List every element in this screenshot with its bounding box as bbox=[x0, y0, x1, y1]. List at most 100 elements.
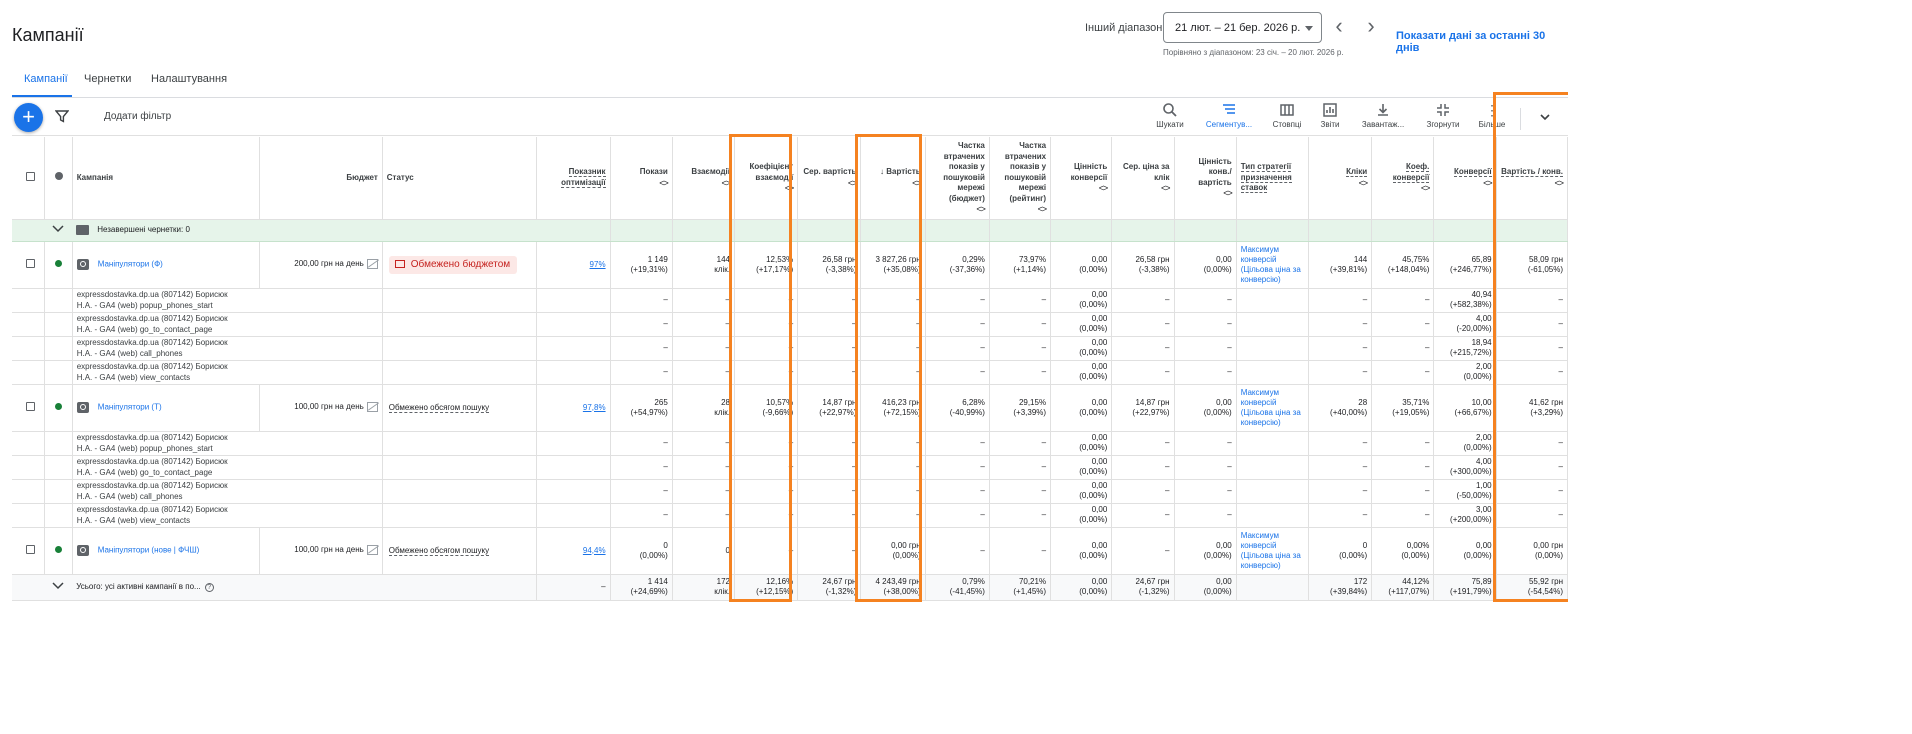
conversions-value: 4,00 bbox=[1476, 457, 1492, 466]
col-cost-per-conv[interactable]: Вартість / конв. <> bbox=[1496, 137, 1568, 220]
col-campaign[interactable]: Кампанія bbox=[72, 137, 261, 220]
tab-campaigns[interactable]: Кампанії bbox=[24, 73, 68, 85]
impressions-change: (+54,97%) bbox=[630, 407, 668, 417]
chevron-down-icon[interactable] bbox=[52, 224, 64, 233]
col-conversions[interactable]: Конверсії <> bbox=[1433, 137, 1497, 220]
budget-chart-icon[interactable] bbox=[366, 259, 378, 270]
budget-value[interactable]: 200,00 грн на день bbox=[294, 259, 364, 269]
campaign-name-link[interactable]: Маніпулятори (нове | ФЧШ) bbox=[97, 545, 200, 555]
impressions-value: 1 149 bbox=[647, 254, 668, 264]
value-cost-value: 0,00 bbox=[1216, 254, 1232, 264]
col-clicks[interactable]: Кліки <> bbox=[1308, 137, 1373, 220]
col-conv-rate[interactable]: Коеф. конверсії <> bbox=[1371, 137, 1435, 220]
status-text[interactable]: Обмежено обсягом пошуку bbox=[388, 545, 490, 556]
bid-strategy-link[interactable]: Максимум конверсій (Цільова ціна за конв… bbox=[1240, 387, 1301, 427]
conv-value-value: 0,00 bbox=[1091, 254, 1108, 264]
clicks-value: 172 bbox=[1353, 577, 1368, 586]
toolbar-reports-button[interactable]: Звіти bbox=[1304, 102, 1356, 134]
conversion-action-row: expressdostavka.dp.ua (807142) Борисюк Н… bbox=[12, 336, 1568, 361]
show-last-30-days-link[interactable]: Показати дані за останні 30 днів bbox=[1396, 30, 1546, 54]
conv-value-value: 0,00 bbox=[1091, 290, 1108, 299]
optimization-score-link[interactable]: 97,8% bbox=[582, 402, 606, 412]
col-budget[interactable]: Бюджет bbox=[259, 137, 383, 220]
col-label: Взаємодії bbox=[691, 167, 730, 177]
status-text[interactable]: Обмежено обсягом пошуку bbox=[388, 402, 490, 413]
conv-value-value: 0,00 bbox=[1091, 481, 1108, 490]
interaction-rate-value: 10,57% bbox=[766, 397, 794, 407]
optimization-score-link[interactable]: 94,4% bbox=[582, 545, 606, 555]
col-bid-strategy[interactable]: Тип стратегії призначення ставок bbox=[1236, 137, 1309, 220]
tab-settings[interactable]: Налаштування bbox=[151, 73, 228, 85]
row-checkbox[interactable] bbox=[26, 544, 35, 554]
col-conv-value[interactable]: Цінність конверсії <> bbox=[1050, 137, 1113, 220]
col-value-cost[interactable]: Цінність конв./ вартість <> bbox=[1174, 137, 1237, 220]
toolbar-download-button[interactable]: Завантаж... bbox=[1357, 102, 1409, 134]
add-filter-button[interactable]: Додати фільтр bbox=[104, 111, 172, 122]
toolbar-more-button[interactable]: ⋮ Більше bbox=[1468, 102, 1516, 134]
col-interaction-rate[interactable]: Коефіцієнт взаємодії <> bbox=[734, 137, 799, 220]
budget-value[interactable]: 100,00 грн на день bbox=[294, 545, 364, 555]
select-all-checkbox[interactable] bbox=[26, 171, 35, 181]
empty-value: – bbox=[916, 438, 921, 447]
tab-drafts[interactable]: Чернетки bbox=[84, 73, 132, 85]
col-avg-cpc[interactable]: Сер. ціна за клік <> bbox=[1111, 137, 1175, 220]
prev-period-button[interactable]: ‹ bbox=[1335, 13, 1343, 38]
drafts-row[interactable]: Незавершені чернетки: 0 bbox=[12, 219, 1568, 242]
avg-cost-value: 14,87 грн bbox=[822, 397, 857, 407]
bid-strategy-link[interactable]: Максимум конверсій (Цільова ціна за конв… bbox=[1240, 530, 1301, 570]
optimization-score-link[interactable]: 97% bbox=[589, 259, 606, 269]
campaign-row[interactable]: Маніпулятори (Т) 100,00 грн на день Обмеже… bbox=[12, 384, 1568, 432]
status-badge[interactable]: Обмежено бюджетом bbox=[388, 255, 518, 274]
row-checkbox[interactable] bbox=[26, 401, 35, 411]
conv-value-value: 0,00 bbox=[1091, 362, 1108, 371]
filter-icon[interactable] bbox=[55, 110, 69, 123]
empty-value: – bbox=[1041, 462, 1047, 471]
empty-value: – bbox=[663, 295, 668, 304]
toolbar-divider bbox=[1520, 108, 1521, 130]
conversions-change: (+200,00%) bbox=[1450, 515, 1492, 524]
chevron-down-icon[interactable] bbox=[52, 581, 64, 590]
conversion-action-name: expressdostavka.dp.ua (807142) Борисюк Н… bbox=[76, 481, 228, 501]
campaign-row[interactable]: Маніпулятори (нове | ФЧШ) 100,00 грн на д… bbox=[12, 527, 1568, 575]
campaign-name-link[interactable]: Маніпулятори (Т) bbox=[97, 402, 162, 412]
expand-toolbar-chevron-icon[interactable] bbox=[1539, 112, 1551, 122]
bid-strategy-link[interactable]: Максимум конверсій (Цільова ціна за конв… bbox=[1240, 244, 1301, 284]
date-range-picker[interactable]: 21 лют. – 21 бер. 2026 р. bbox=[1163, 12, 1322, 43]
row-checkbox[interactable] bbox=[26, 258, 35, 268]
budget-chart-icon[interactable] bbox=[366, 402, 378, 413]
col-cost[interactable]: ↓ Вартість <> bbox=[860, 137, 926, 220]
toolbar-segment-button[interactable]: Сегментув... bbox=[1203, 102, 1255, 134]
col-optimization[interactable]: Показник оптимізації bbox=[536, 137, 611, 220]
budget-chart-icon[interactable] bbox=[366, 545, 378, 556]
col-status[interactable]: Статус bbox=[382, 137, 538, 220]
enabled-status-dot[interactable] bbox=[54, 259, 62, 267]
add-campaign-button[interactable]: + bbox=[14, 103, 43, 132]
conv-value-change: (0,00%) bbox=[1079, 300, 1108, 309]
enabled-status-dot[interactable] bbox=[54, 402, 62, 410]
conversions-value: 0,00 bbox=[1476, 540, 1492, 550]
toolbar-collapse-button[interactable]: Згорнути bbox=[1417, 102, 1469, 134]
col-lost-rank[interactable]: Частка втрачених показів у пошуковій мер… bbox=[989, 137, 1052, 220]
col-avg-cost[interactable]: Сер. вартість <> bbox=[797, 137, 862, 220]
help-icon[interactable]: ? bbox=[204, 583, 214, 592]
interaction-rate-value: 12,53% bbox=[766, 254, 794, 264]
col-interactions[interactable]: Взаємодії <> bbox=[672, 137, 736, 220]
more-icon: ⋮ bbox=[1485, 102, 1499, 118]
reports-icon bbox=[1323, 103, 1337, 117]
toolbar-label: Завантаж... bbox=[1361, 120, 1405, 129]
empty-value: – bbox=[1558, 438, 1563, 447]
campaign-row[interactable]: Маніпулятори (Ф) 200,00 грн на день Обмеже… bbox=[12, 241, 1568, 289]
impressions-value: 265 bbox=[654, 397, 668, 407]
col-impressions[interactable]: Покази <> bbox=[610, 137, 673, 220]
col-lost-budget[interactable]: Частка втрачених показів у пошуковій мер… bbox=[925, 137, 990, 220]
campaign-name-link[interactable]: Маніпулятори (Ф) bbox=[97, 259, 163, 269]
empty-value: – bbox=[1165, 343, 1170, 352]
col-label: Конверсії bbox=[1453, 167, 1492, 178]
budget-value[interactable]: 100,00 грн на день bbox=[294, 402, 364, 412]
next-period-button[interactable]: › bbox=[1367, 13, 1375, 38]
enabled-status-dot[interactable] bbox=[54, 545, 62, 553]
toolbar-columns-button[interactable]: Стовпці bbox=[1261, 102, 1313, 134]
toolbar-search-button[interactable]: Шукати bbox=[1144, 102, 1196, 134]
campaigns-page: { "header": { "title": "Кампанії", "rang… bbox=[0, 0, 1568, 602]
sort-arrows-icon: <> bbox=[976, 204, 986, 214]
